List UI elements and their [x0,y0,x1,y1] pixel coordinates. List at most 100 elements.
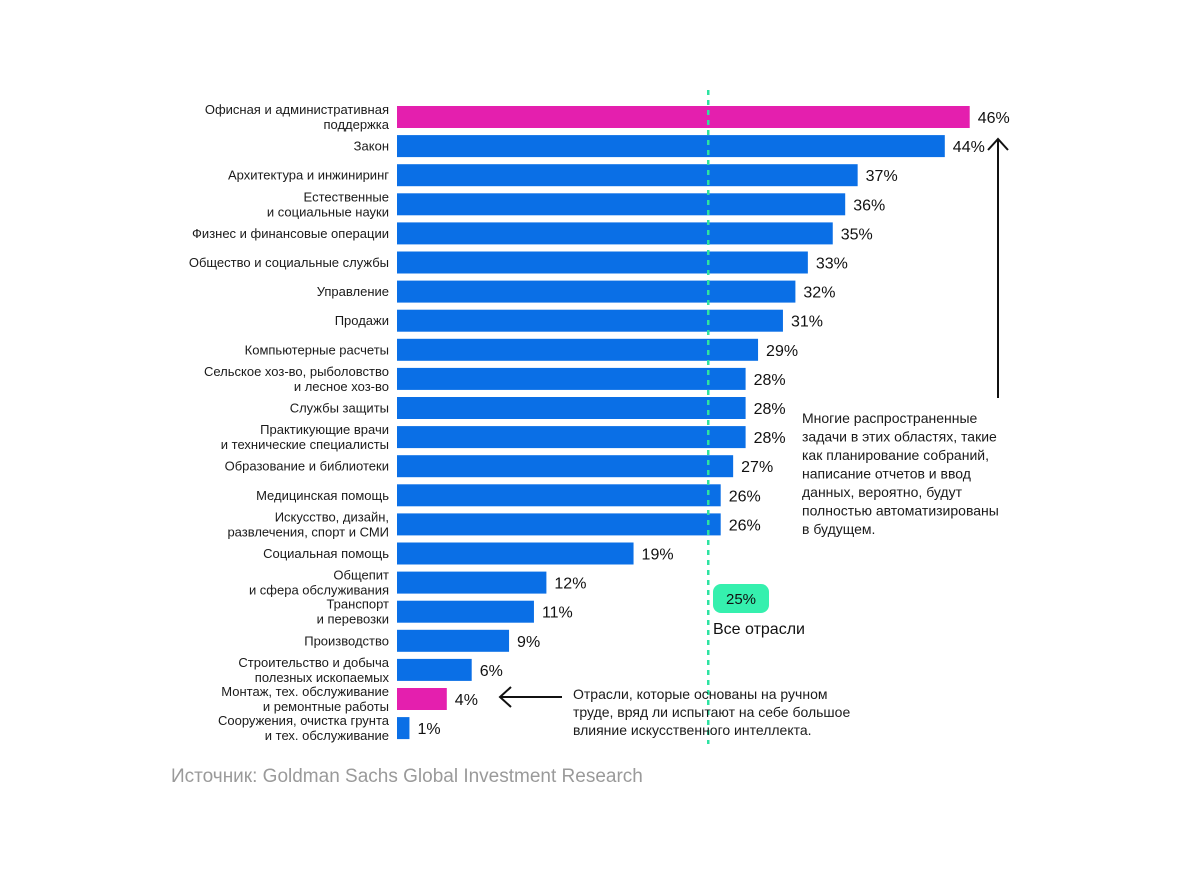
value-label: 33% [816,256,848,273]
value-label: 1% [417,721,440,738]
category-label: и сфера обслуживания [249,583,389,598]
value-label: 28% [754,401,786,418]
bar [397,193,846,216]
bar [397,309,783,332]
category-label: Общество и социальные службы [189,255,389,270]
bar [397,542,634,565]
average-badge [713,584,769,613]
category-label: Медицинская помощь [256,488,389,503]
category-label: Службы защиты [290,401,389,416]
value-label: 37% [866,168,898,185]
arrow-left-icon [498,686,562,708]
category-label: и лесное хоз-во [294,379,389,394]
annotation-line: влияние искусственного интеллекта. [573,722,812,738]
bar [397,658,472,681]
category-label: Компьютерные расчеты [245,342,389,357]
category-label: и ремонтные работы [263,699,389,714]
annotation-line: полностью автоматизированы [802,503,999,519]
arrow-head [987,137,1009,151]
bar [397,338,759,361]
value-label: 28% [754,430,786,447]
category-label: Сооружения, очистка грунта [218,713,390,728]
value-label: 6% [480,663,503,680]
category-label: поддержка [323,117,389,132]
category-label: Искусство, дизайн, [275,509,389,524]
value-label: 26% [729,488,761,505]
average-label: Все отрасли [713,621,805,638]
value-label: 29% [766,343,798,360]
category-label: Транспорт [326,597,389,612]
annotation-line: труде, вряд ли испытают на себе большое [573,704,850,720]
value-label: 9% [517,634,540,651]
category-label: и перевозки [317,612,389,627]
annotation-bottom: Отрасли, которые основаны на ручном труде… [573,686,850,738]
bar [397,513,721,536]
value-label: 19% [642,547,674,564]
value-label: 12% [554,576,586,593]
value-label: 36% [853,197,885,214]
average-marker: 25% Все отрасли [713,584,805,638]
annotation-top: Многие распространенные задачи в этих обл… [802,410,999,537]
bar [397,455,734,478]
category-label: Практикующие врачи [260,422,389,437]
bar [397,164,858,187]
bar [397,397,746,419]
bar [397,484,721,507]
bar [397,106,970,128]
arrow-head [498,686,512,708]
value-label: 31% [791,314,823,331]
category-label: Естественные [304,189,389,204]
value-label: 46% [978,110,1010,127]
value-label: 4% [455,692,478,709]
category-label: полезных ископаемых [255,670,390,685]
bar [397,367,746,390]
bar [397,135,945,158]
value-label: 28% [754,372,786,389]
bar [397,222,833,245]
category-label: Строительство и добыча [238,655,389,670]
annotation-line: как планирование собраний, [802,447,989,463]
category-label: Продажи [335,313,389,328]
category-label: Управление [317,284,389,299]
category-label: Офисная и административная [205,102,389,117]
average-badge-text: 25% [726,591,756,608]
bar [397,571,547,594]
category-label: и социальные науки [267,204,389,219]
value-label: 44% [953,139,985,156]
bar [397,426,746,449]
value-label: 11% [542,605,573,622]
annotation-line: написание отчетов и ввод [802,466,971,482]
bar [397,629,510,652]
category-label: Сельское хоз-во, рыболовство [204,364,389,379]
bar [397,717,410,740]
category-label: и технические специалисты [221,437,389,452]
bar [397,280,796,303]
category-label: Социальная помощь [263,546,389,561]
annotation-line: данных, вероятно, будут [802,484,963,500]
category-label: и тех. обслуживание [265,728,389,743]
annotation-line: в будущем. [802,521,875,537]
annotation-line: Отрасли, которые основаны на ручном [573,686,828,702]
value-label: 27% [741,459,773,476]
category-label: Производство [304,633,389,648]
category-label: Архитектура и инжиниринг [228,168,389,183]
annotation-line: задачи в этих областях, такие [802,429,997,445]
value-label: 32% [803,285,835,302]
category-label: Общепит [333,568,389,583]
category-label: Образование и библиотеки [225,459,389,474]
bar [397,251,808,274]
category-label: развлечения, спорт и СМИ [227,524,389,539]
bars-layer [397,106,970,740]
bar [397,600,534,623]
bar [397,688,447,710]
value-label: 35% [841,226,873,243]
category-label: Физнес и финансовые операции [192,226,389,241]
annotation-line: Многие распространенные [802,410,978,426]
arrow-up-icon [987,137,1009,398]
value-label: 26% [729,517,761,534]
category-label: Монтаж, тех. обслуживание [221,684,389,699]
category-label: Закон [354,139,389,154]
source-note: Источник: Goldman Sachs Global Investmen… [171,766,643,787]
